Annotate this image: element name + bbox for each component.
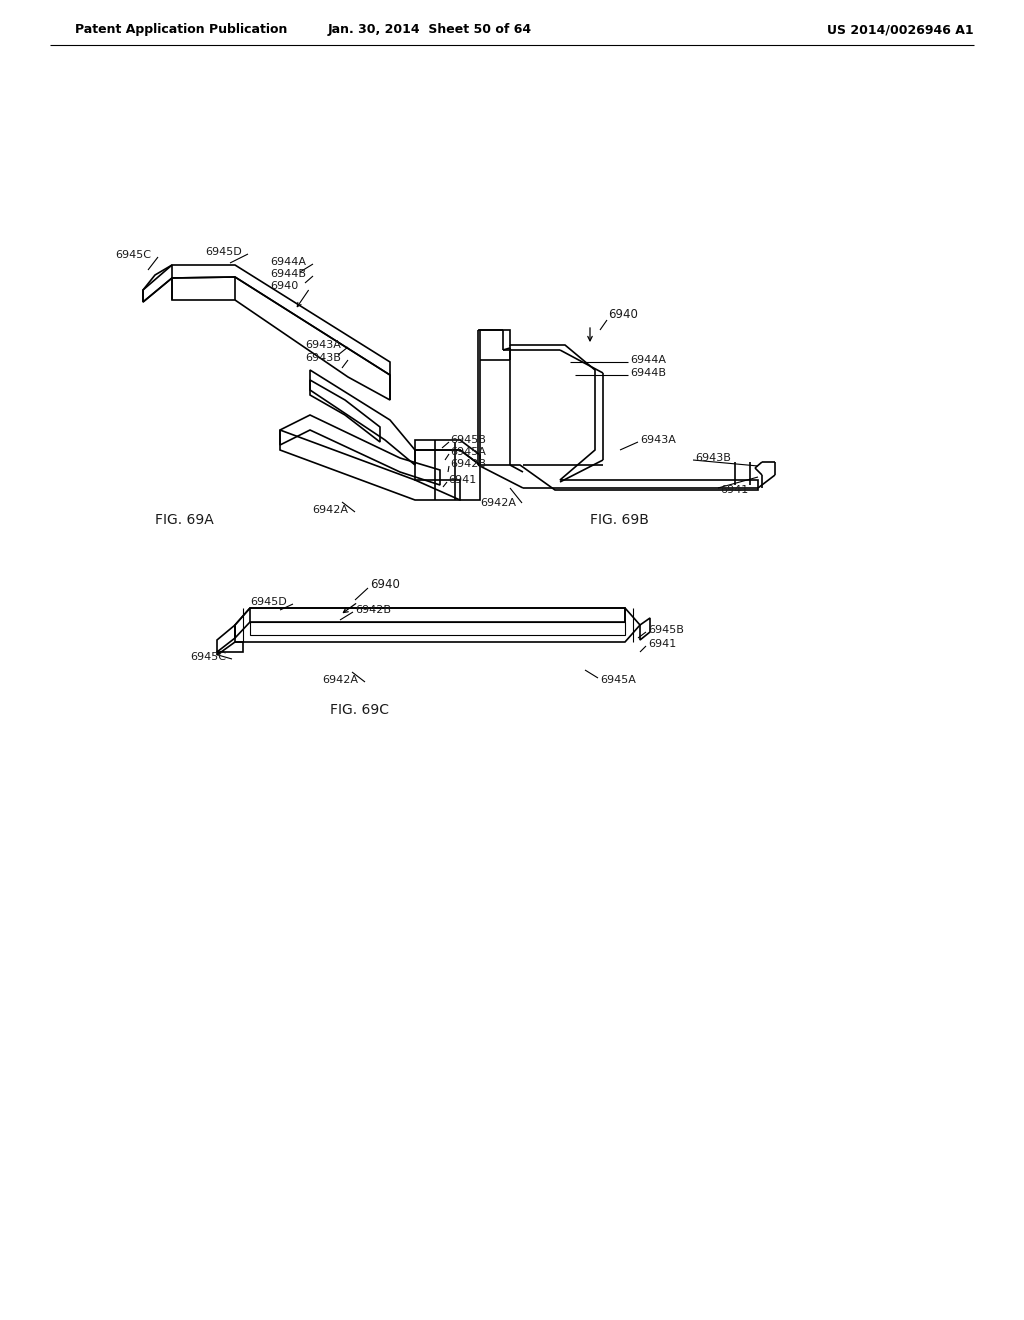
Text: 6944A: 6944A bbox=[270, 257, 306, 267]
Text: 6941: 6941 bbox=[720, 484, 749, 495]
Text: FIG. 69B: FIG. 69B bbox=[590, 513, 649, 527]
Text: Patent Application Publication: Patent Application Publication bbox=[75, 24, 288, 37]
Text: 6945A: 6945A bbox=[450, 447, 485, 457]
Text: 6942A: 6942A bbox=[312, 506, 348, 515]
Text: 6943B: 6943B bbox=[695, 453, 731, 463]
Text: 6943A: 6943A bbox=[640, 436, 676, 445]
Text: 6942B: 6942B bbox=[355, 605, 391, 615]
Text: 6945D: 6945D bbox=[250, 597, 287, 607]
Text: 6940: 6940 bbox=[608, 309, 638, 322]
Text: 6943B: 6943B bbox=[305, 352, 341, 363]
Text: 6945A: 6945A bbox=[600, 675, 636, 685]
Text: 6940: 6940 bbox=[370, 578, 400, 591]
Text: 6942A: 6942A bbox=[480, 498, 516, 508]
Text: 6945B: 6945B bbox=[648, 624, 684, 635]
Text: FIG. 69A: FIG. 69A bbox=[155, 513, 214, 527]
Text: 6941: 6941 bbox=[648, 639, 676, 649]
Text: 6941: 6941 bbox=[449, 475, 476, 484]
Text: 6945C: 6945C bbox=[115, 249, 151, 260]
Text: 6943A: 6943A bbox=[305, 341, 341, 350]
Text: US 2014/0026946 A1: US 2014/0026946 A1 bbox=[826, 24, 974, 37]
Text: 6944B: 6944B bbox=[270, 269, 306, 279]
Text: 6945C: 6945C bbox=[190, 652, 226, 663]
Text: 6945D: 6945D bbox=[205, 247, 242, 257]
Text: 6945B: 6945B bbox=[450, 436, 485, 445]
Text: FIG. 69C: FIG. 69C bbox=[330, 704, 389, 717]
Text: 6942A: 6942A bbox=[322, 675, 358, 685]
Text: 6940: 6940 bbox=[270, 281, 298, 290]
Text: 6944B: 6944B bbox=[630, 368, 666, 378]
Text: Jan. 30, 2014  Sheet 50 of 64: Jan. 30, 2014 Sheet 50 of 64 bbox=[328, 24, 532, 37]
Text: 6942B: 6942B bbox=[450, 459, 486, 469]
Text: 6944A: 6944A bbox=[630, 355, 666, 366]
